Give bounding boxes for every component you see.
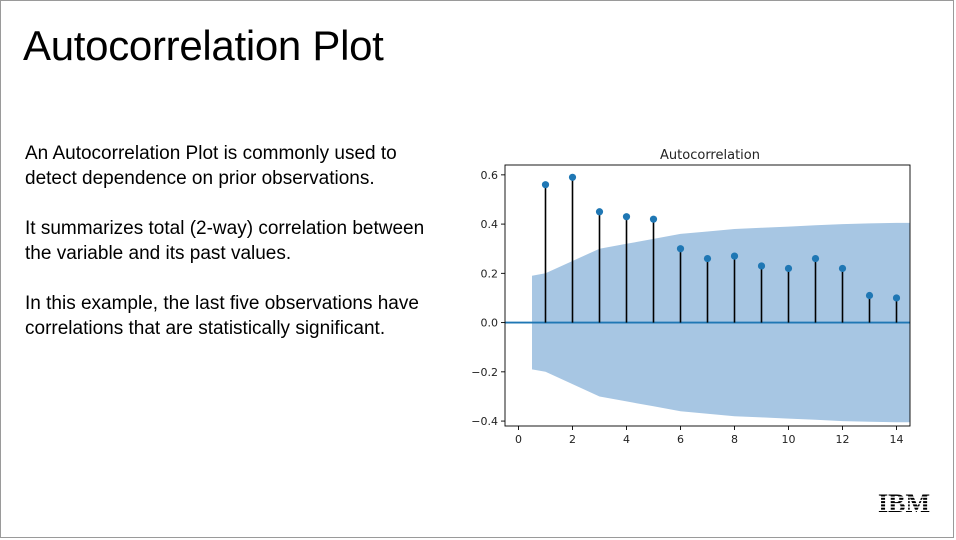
x-tick-label: 4 [623, 433, 630, 446]
y-tick-label: −0.4 [471, 415, 498, 428]
marker-lag-1 [541, 181, 550, 189]
marker-lag-10 [784, 264, 793, 273]
x-tick-label: 14 [890, 433, 904, 446]
marker-lag-2 [568, 173, 577, 181]
x-tick-label: 0 [515, 433, 522, 446]
x-tick-label: 12 [836, 433, 850, 446]
paragraph-summary: It summarizes total (2-way) correlation … [25, 218, 425, 264]
y-tick-label: 0.2 [481, 267, 499, 280]
marker-lag-3 [595, 208, 604, 216]
marker-lag-7 [703, 254, 712, 263]
marker-lag-12 [838, 264, 847, 273]
ibm-logo-text: IBM [878, 491, 930, 517]
y-tick-label: 0.6 [481, 169, 499, 182]
marker-lag-9 [757, 262, 766, 270]
ibm-logo: IBM [878, 491, 930, 517]
marker-lag-4 [622, 213, 631, 221]
y-tick-label: 0.0 [481, 317, 499, 330]
slide-title: Autocorrelation Plot [23, 22, 384, 69]
x-tick-label: 6 [677, 433, 684, 446]
marker-lag-5 [649, 215, 658, 223]
autocorrelation-chart: Autocorrelation −0.4 −0.2 0.0 0.2 0.4 0.6 0 2 4 6… [471, 148, 911, 446]
marker-lag-14 [892, 294, 901, 302]
x-tick-label: 2 [569, 433, 576, 446]
y-tick-label: −0.2 [471, 366, 498, 379]
marker-lag-13 [865, 291, 874, 300]
body-text: An Autocorrelation Plot is commonly used… [25, 141, 425, 366]
y-tick-label: 0.4 [481, 218, 499, 231]
paragraph-intro: An Autocorrelation Plot is commonly used… [25, 143, 397, 189]
paragraph-example: In this example, the last five observati… [25, 293, 419, 339]
marker-lag-11 [811, 254, 820, 263]
plot-frame [504, 164, 911, 427]
marker-lag-6 [676, 245, 685, 253]
x-tick-label: 8 [731, 433, 738, 446]
chart-title: Autocorrelation [660, 148, 760, 163]
x-tick-label: 10 [782, 433, 796, 446]
marker-lag-8 [730, 252, 739, 260]
